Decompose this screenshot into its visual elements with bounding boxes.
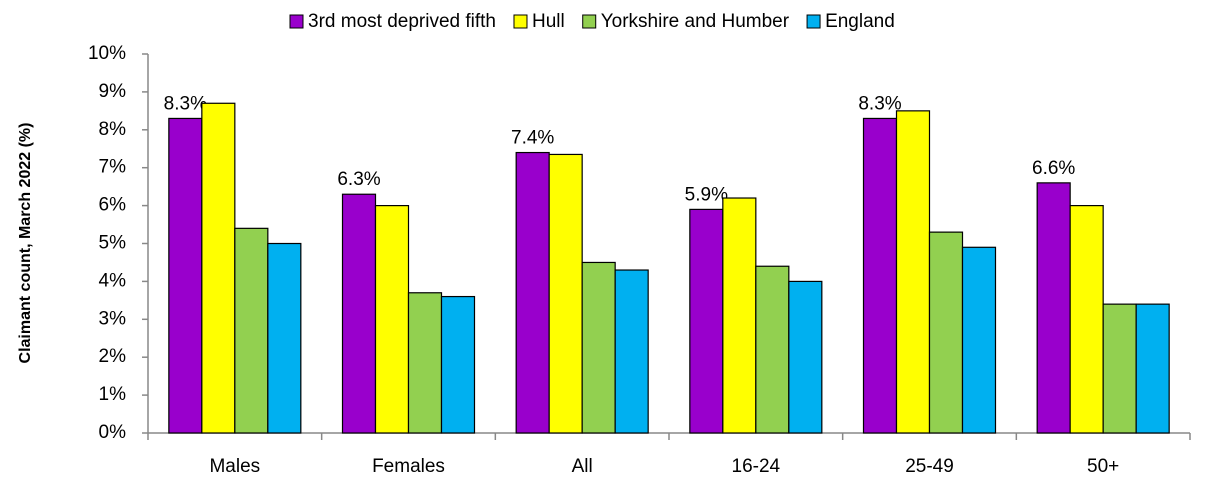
bar [267, 242, 302, 434]
legend-swatch [513, 14, 528, 29]
bar [548, 153, 583, 434]
bar [755, 265, 790, 434]
y-tick-label: 5% [99, 233, 127, 254]
legend-label: 3rd most deprived fifth [308, 11, 496, 32]
y-tick-label: 3% [99, 308, 127, 329]
bar [689, 208, 724, 434]
data-label: 5.9% [685, 184, 728, 205]
bar [168, 117, 203, 434]
bar [895, 110, 931, 434]
legend-label: England [825, 11, 895, 32]
bar [341, 193, 377, 434]
bar [1069, 205, 1104, 434]
bar [961, 246, 997, 434]
bar [1036, 182, 1071, 434]
legend-swatch [582, 14, 597, 29]
y-tick-label: 10% [88, 43, 126, 64]
x-tick-label: 16-24 [732, 456, 781, 477]
bar [440, 295, 476, 434]
y-axis-label: Claimant count, March 2022 (%) [17, 123, 34, 364]
y-tick-label: 2% [99, 346, 127, 367]
y-tick-label: 4% [99, 270, 127, 291]
legend-swatch [289, 14, 304, 29]
legend-label: Hull [532, 11, 565, 32]
bar [1135, 303, 1170, 434]
bar [515, 151, 550, 434]
bar [722, 197, 757, 434]
x-tick-label: Females [372, 456, 445, 477]
bar [788, 280, 823, 434]
data-label: 6.6% [1032, 158, 1075, 179]
bar [374, 205, 410, 434]
data-label: 7.4% [511, 128, 554, 149]
x-tick-label: 50+ [1087, 456, 1119, 477]
y-tick-label: 1% [99, 384, 127, 405]
bar [407, 292, 443, 434]
legend-swatch [806, 14, 821, 29]
bar [581, 261, 616, 434]
legend-label: Yorkshire and Humber [601, 11, 790, 32]
data-label: 8.3% [858, 93, 901, 114]
x-tick-label: All [572, 456, 593, 477]
bar [614, 269, 649, 434]
bar [234, 227, 269, 434]
y-tick-label: 8% [99, 119, 127, 140]
bar [201, 102, 236, 434]
bar [928, 231, 964, 434]
data-label: 6.3% [337, 169, 380, 190]
x-tick-label: Males [209, 456, 260, 477]
y-tick-label: 0% [99, 422, 127, 443]
y-tick-label: 9% [99, 81, 127, 102]
bar [862, 117, 898, 434]
bar [1102, 303, 1137, 434]
y-tick-label: 6% [99, 195, 127, 216]
data-label: 8.3% [164, 93, 207, 114]
x-tick-label: 25-49 [905, 456, 954, 477]
y-tick-label: 7% [99, 157, 127, 178]
